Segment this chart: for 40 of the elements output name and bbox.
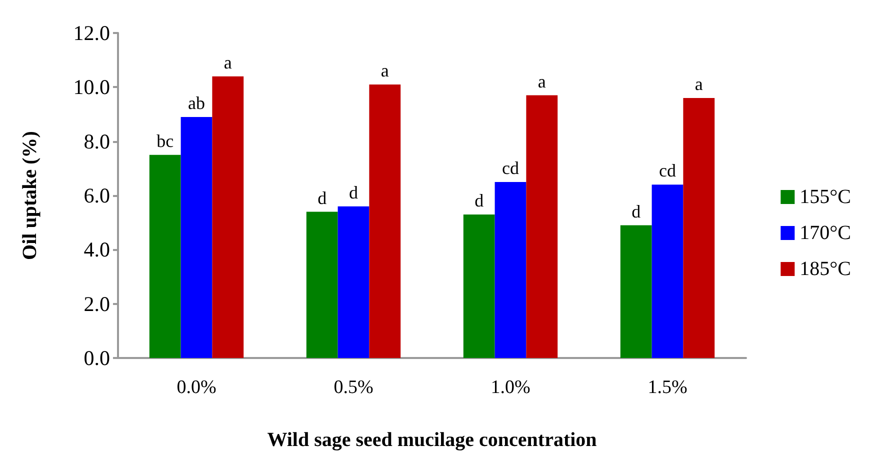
- y-tick-label: 6.0: [84, 184, 110, 208]
- x-tick-label: 0.0%: [176, 377, 216, 398]
- bar: [180, 116, 212, 358]
- bar: [683, 98, 715, 358]
- data-label: a: [538, 71, 546, 92]
- data-label: a: [224, 52, 232, 72]
- bar: [306, 212, 338, 358]
- x-tick-label: 1.0%: [490, 377, 530, 398]
- legend-label: 155°C: [800, 186, 852, 208]
- legend-label: 185°C: [800, 258, 852, 280]
- y-tick-label: 12.0: [73, 21, 110, 45]
- data-label: d: [632, 201, 641, 222]
- legend-label: 170°C: [800, 222, 852, 244]
- bar: [338, 206, 370, 358]
- data-label: d: [474, 190, 484, 210]
- bar: [149, 154, 181, 358]
- bar: [494, 182, 526, 358]
- bar: [212, 76, 244, 358]
- data-label: cd: [659, 160, 676, 181]
- data-label: ab: [188, 92, 205, 113]
- data-label: a: [380, 60, 389, 80]
- data-label: a: [694, 74, 703, 94]
- bar: [526, 95, 558, 358]
- y-tick-label: 4.0: [84, 238, 110, 262]
- y-axis-title: Oil uptake (%): [19, 131, 41, 260]
- y-tick-label: 0.0: [84, 346, 110, 370]
- x-axis-title: Wild sage seed mucilage concentration: [267, 429, 597, 451]
- bar: [620, 225, 652, 358]
- data-label: cd: [502, 158, 519, 178]
- y-tick-label: 10.0: [73, 75, 110, 100]
- x-tick-label: 1.5%: [648, 377, 688, 398]
- y-tick-label: 2.0: [84, 292, 110, 316]
- data-label: bc: [156, 130, 174, 151]
- bar: [652, 184, 684, 358]
- y-tick-label: 8.0: [84, 129, 110, 154]
- bar: [369, 84, 401, 358]
- bar: [463, 214, 495, 358]
- x-tick-label: 0.5%: [334, 377, 374, 398]
- data-label: d: [318, 188, 327, 208]
- data-label: d: [349, 182, 358, 202]
